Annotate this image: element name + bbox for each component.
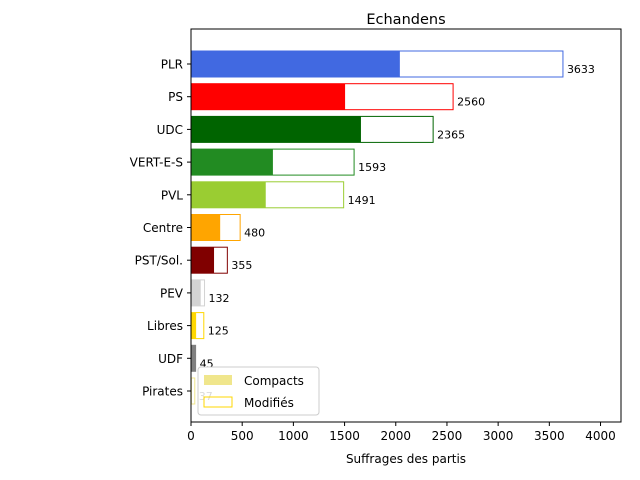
bars-layer: 363325602365159314914803551321254537 <box>190 50 595 405</box>
x-tick-label: 500 <box>231 429 254 443</box>
y-tick-label-pev: PEV <box>160 286 184 300</box>
x-tick-label: 1000 <box>278 429 309 443</box>
bar-compacts-ps <box>191 83 346 110</box>
value-label-centre: 480 <box>244 227 265 240</box>
value-label-pev: 132 <box>209 292 230 305</box>
chart-title: Echandens <box>366 12 445 28</box>
y-tick-label-pirates: Pirates <box>142 385 183 399</box>
bar-compacts-vert-e-s <box>191 149 273 176</box>
legend: Compacts Modifiés <box>197 366 320 416</box>
y-tick-label-vert-e-s: VERT-E-S <box>130 156 183 170</box>
value-label-pvl: 1491 <box>348 194 376 207</box>
bar-compacts-udf <box>191 345 196 372</box>
bar-compacts-plr <box>191 51 400 77</box>
bar-compacts-pvl <box>191 181 266 208</box>
bar-compacts-pst-sol <box>191 247 215 274</box>
x-axis-label: Suffrages des partis <box>346 452 466 466</box>
y-tick-label-centre: Centre <box>143 221 183 235</box>
x-tick-label: 2000 <box>380 429 411 443</box>
y-tick-label-udf: UDF <box>158 352 183 366</box>
y-tick-label-udc: UDC <box>157 123 183 137</box>
value-label-ps: 2560 <box>457 96 485 109</box>
value-label-vert-e-s: 1593 <box>358 161 386 174</box>
x-axis: 0 500 1000 1500 2000 2500 3000 3500 4000 <box>187 422 616 443</box>
value-label-udc: 2365 <box>437 128 465 141</box>
x-tick-label: 3000 <box>483 429 514 443</box>
y-tick-label-ps: PS <box>168 90 183 104</box>
y-axis: PLR PS UDC VERT-E-S PVL Centre PST/Sol. PEV Libr… <box>130 58 191 399</box>
y-tick-label-libres: Libres <box>147 319 183 333</box>
y-tick-label-plr: PLR <box>161 58 183 72</box>
bar-compacts-udc <box>191 116 361 143</box>
x-tick-label: 1500 <box>329 429 360 443</box>
plot-frame <box>190 28 622 423</box>
x-tick-label: 2500 <box>432 429 463 443</box>
value-label-pst-sol: 355 <box>231 259 252 272</box>
legend-label-modifies: Modifiés <box>244 396 294 410</box>
x-tick-label: 0 <box>187 429 195 443</box>
legend-swatch-modifies <box>203 396 233 408</box>
bar-compacts-pev <box>191 279 201 306</box>
y-tick-label-pst-sol: PST/Sol. <box>135 254 183 268</box>
value-label-libres: 125 <box>208 325 229 338</box>
legend-label-compacts: Compacts <box>244 374 304 388</box>
value-label-plr: 3633 <box>567 63 595 76</box>
legend-swatch-compacts <box>204 375 232 385</box>
bar-compacts-centre <box>191 214 221 241</box>
x-tick-label: 4000 <box>585 429 616 443</box>
y-tick-label-pvl: PVL <box>161 188 183 202</box>
x-tick-label: 3500 <box>534 429 565 443</box>
bar-compacts-libres <box>191 312 197 339</box>
